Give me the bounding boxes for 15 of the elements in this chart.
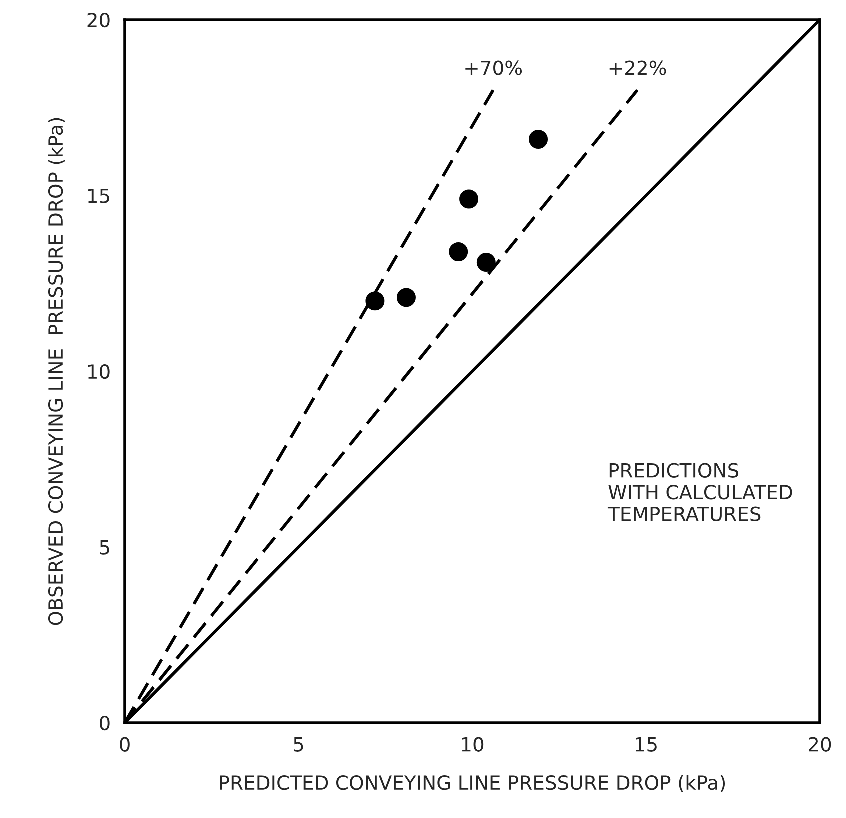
x-axis-title: PREDICTED CONVEYING LINE PRESSURE DROP (kPa) — [220, 775, 726, 792]
y-tick-label: 20 — [88, 12, 110, 28]
y-tick-label: 10 — [88, 364, 110, 380]
y-tick-label: 5 — [100, 540, 110, 555]
annotation: +70% — [466, 60, 522, 76]
x-tick-label: 10 — [462, 737, 484, 752]
y-axis-title: OBSERVED CONVEYING LINE PRESSURE DROP (kPa) — [48, 118, 66, 626]
x-tick-label: 0 — [120, 737, 130, 752]
y-tick-label: 0 — [100, 716, 110, 731]
x-tick-label: 15 — [636, 737, 657, 752]
x-tick-label: 5 — [294, 737, 304, 752]
annotation: PREDICTIONS WITH CALCULATED TEMPERATURES — [608, 463, 792, 522]
y-tick-label: 15 — [88, 188, 110, 204]
x-tick-label: 20 — [809, 737, 832, 752]
annotation: +22% — [610, 60, 666, 76]
